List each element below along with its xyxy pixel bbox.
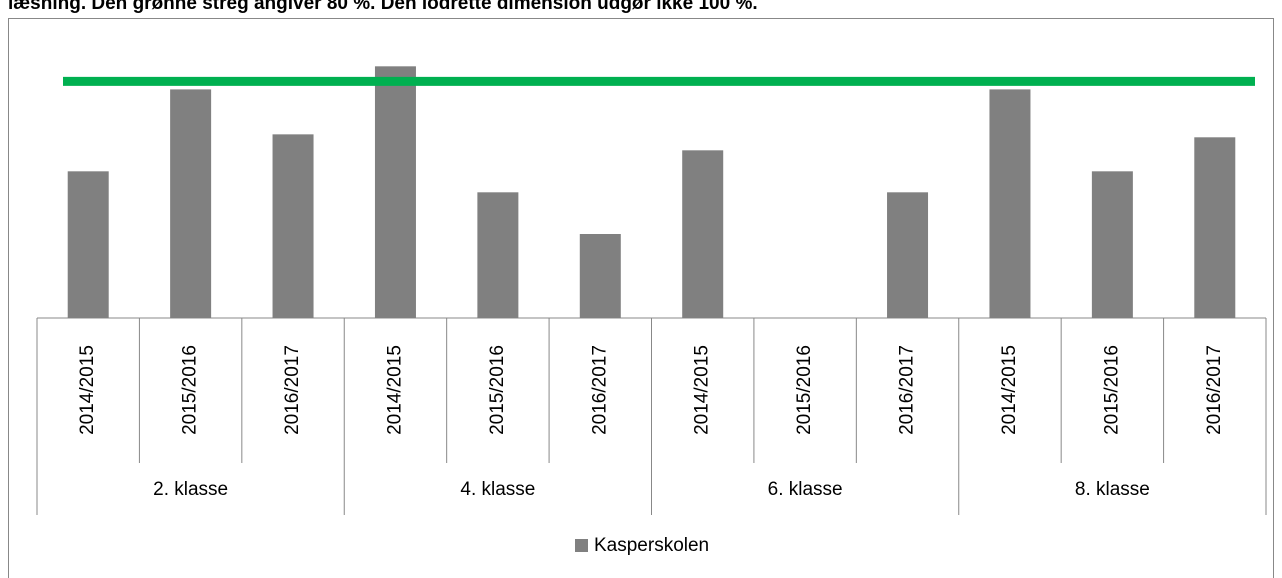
bar (1194, 137, 1236, 318)
group-label: 4. klasse (460, 479, 535, 500)
bar (887, 192, 929, 318)
legend-label: Kasperskolen (594, 535, 709, 556)
bar (579, 234, 621, 318)
legend-swatch (575, 539, 588, 552)
bar (272, 134, 314, 318)
group-label: 2. klasse (153, 479, 228, 500)
x-tick-label: 2015/2016 (487, 345, 508, 435)
group-label: 6. klasse (768, 479, 843, 500)
x-tick-label: 2016/2017 (897, 345, 918, 435)
x-tick-label: 2014/2015 (77, 345, 98, 435)
bar (374, 66, 416, 318)
x-tick-label: 2015/2016 (180, 345, 201, 435)
x-tick-label: 2016/2017 (282, 345, 303, 435)
x-tick-label: 2014/2015 (692, 345, 713, 435)
x-tick-label: 2016/2017 (1204, 345, 1225, 435)
x-tick-label: 2016/2017 (589, 345, 610, 435)
bar (1091, 171, 1133, 318)
bar (477, 192, 519, 318)
chart-title: læsning. Den grønne streg angiver 80 %. … (8, 0, 758, 14)
x-tick-label: 2014/2015 (384, 345, 405, 435)
bar (67, 171, 109, 318)
chart-border (8, 18, 1274, 578)
x-tick-label: 2015/2016 (794, 345, 815, 435)
x-tick-label: 2014/2015 (999, 345, 1020, 435)
group-label: 8. klasse (1075, 479, 1150, 500)
bar (989, 89, 1031, 318)
x-tick-label: 2015/2016 (1101, 345, 1122, 435)
bar (682, 150, 724, 318)
bar (170, 89, 212, 318)
